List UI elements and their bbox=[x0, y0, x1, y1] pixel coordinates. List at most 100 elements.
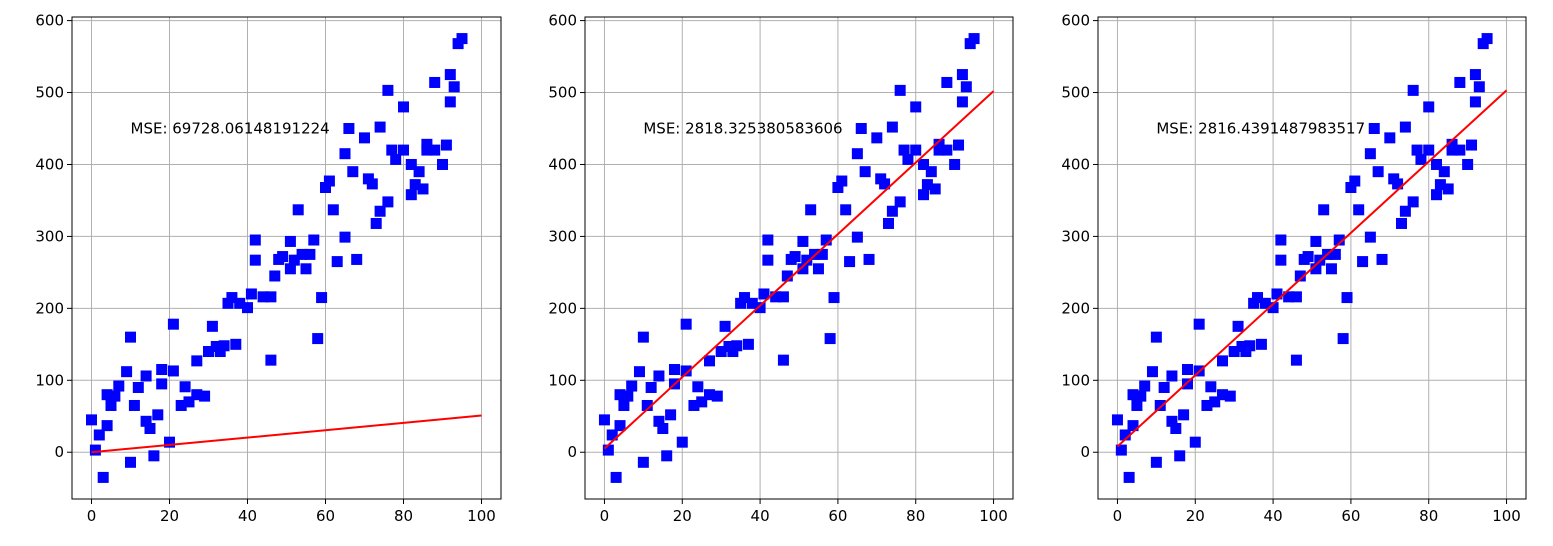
data-point bbox=[1283, 291, 1295, 303]
data-point bbox=[1357, 256, 1369, 268]
x-tick-label: 60 bbox=[828, 507, 847, 525]
data-point bbox=[1431, 189, 1443, 201]
data-point bbox=[1290, 291, 1302, 303]
mse-annotation: MSE: 2818.325380583606 bbox=[643, 120, 842, 138]
data-point bbox=[89, 444, 101, 456]
x-tick-label: 80 bbox=[906, 507, 925, 525]
data-point bbox=[230, 338, 242, 350]
data-point bbox=[918, 158, 930, 170]
data-point bbox=[1158, 381, 1170, 393]
y-tick-label: 100 bbox=[35, 371, 64, 389]
data-point bbox=[777, 354, 789, 366]
data-point bbox=[1166, 415, 1178, 427]
data-point bbox=[1154, 399, 1166, 411]
x-tick-label: 60 bbox=[1341, 507, 1360, 525]
data-point bbox=[284, 235, 296, 247]
data-point bbox=[1395, 217, 1407, 229]
data-point bbox=[191, 389, 203, 401]
data-point bbox=[692, 381, 704, 393]
data-point bbox=[366, 178, 378, 190]
data-point bbox=[762, 234, 774, 246]
data-point bbox=[222, 297, 234, 309]
data-point bbox=[156, 378, 168, 390]
data-point bbox=[265, 291, 277, 303]
data-point bbox=[304, 248, 316, 260]
data-point bbox=[152, 409, 164, 421]
data-point bbox=[902, 153, 914, 165]
data-point bbox=[405, 189, 417, 201]
data-point bbox=[1119, 429, 1131, 441]
data-point bbox=[1189, 436, 1201, 448]
data-point bbox=[284, 263, 296, 275]
data-point bbox=[312, 333, 324, 345]
x-tick-label: 100 bbox=[467, 507, 496, 525]
data-point bbox=[1384, 132, 1396, 144]
data-point bbox=[742, 338, 754, 350]
data-point bbox=[879, 178, 891, 190]
data-point bbox=[370, 217, 382, 229]
data-point bbox=[409, 179, 421, 191]
y-tick-label: 500 bbox=[548, 84, 577, 102]
data-point bbox=[359, 132, 370, 144]
data-point bbox=[812, 263, 824, 275]
data-point bbox=[1255, 338, 1267, 350]
subplot-3: MSE: 2816.4391487983517 0 20 40 60 80 100 0 100 2… bbox=[1061, 12, 1527, 525]
x-tick-label: 100 bbox=[979, 507, 1008, 525]
data-point bbox=[218, 340, 230, 352]
data-point bbox=[1353, 204, 1365, 216]
data-point bbox=[637, 331, 649, 343]
data-point bbox=[1364, 231, 1376, 243]
data-point bbox=[956, 96, 968, 108]
data-point bbox=[1466, 139, 1478, 151]
data-point bbox=[245, 288, 257, 300]
data-point bbox=[1115, 444, 1127, 456]
data-point bbox=[440, 139, 452, 151]
data-point bbox=[1302, 251, 1314, 263]
data-point bbox=[242, 302, 253, 314]
data-point bbox=[257, 291, 269, 303]
data-point bbox=[1345, 181, 1357, 193]
data-point bbox=[1252, 292, 1264, 304]
subplot-2: MSE: 2818.325380583606 0 20 40 60 80 100 0 100 20… bbox=[548, 12, 1014, 525]
data-point bbox=[1150, 456, 1162, 468]
data-point bbox=[1442, 183, 1454, 195]
y-tick-label: 500 bbox=[35, 84, 64, 102]
data-point bbox=[1473, 81, 1485, 93]
data-point bbox=[762, 254, 774, 266]
data-point bbox=[840, 204, 852, 216]
y-tick-label: 0 bbox=[1080, 443, 1090, 461]
data-point bbox=[300, 263, 312, 275]
x-tick-label: 0 bbox=[87, 507, 97, 525]
data-point bbox=[1275, 234, 1287, 246]
data-point bbox=[437, 158, 448, 170]
data-point bbox=[1181, 364, 1193, 376]
data-point bbox=[1423, 144, 1435, 156]
data-point bbox=[444, 96, 456, 108]
data-point bbox=[859, 166, 871, 178]
data-point bbox=[1111, 414, 1123, 426]
y-tick-label: 300 bbox=[548, 227, 577, 245]
data-point bbox=[1318, 204, 1330, 216]
data-point bbox=[327, 204, 339, 216]
data-point bbox=[1392, 178, 1404, 190]
y-tick-label: 400 bbox=[1061, 155, 1090, 173]
data-point bbox=[417, 183, 429, 195]
data-point bbox=[598, 414, 610, 426]
data-point bbox=[1349, 175, 1361, 187]
data-point bbox=[1415, 153, 1427, 165]
data-point bbox=[1248, 297, 1260, 309]
y-tick-label: 0 bbox=[54, 443, 64, 461]
data-point bbox=[910, 144, 922, 156]
data-point bbox=[429, 144, 441, 156]
data-point bbox=[269, 270, 281, 282]
data-point bbox=[770, 291, 782, 303]
x-tick-label: 80 bbox=[1419, 507, 1438, 525]
data-point bbox=[1481, 33, 1493, 45]
data-point bbox=[203, 346, 214, 358]
y-tick-label: 400 bbox=[548, 155, 577, 173]
data-point bbox=[1329, 248, 1341, 260]
data-point bbox=[105, 399, 117, 411]
y-tick-label: 100 bbox=[548, 371, 577, 389]
data-point bbox=[614, 420, 626, 432]
data-point bbox=[448, 81, 460, 93]
